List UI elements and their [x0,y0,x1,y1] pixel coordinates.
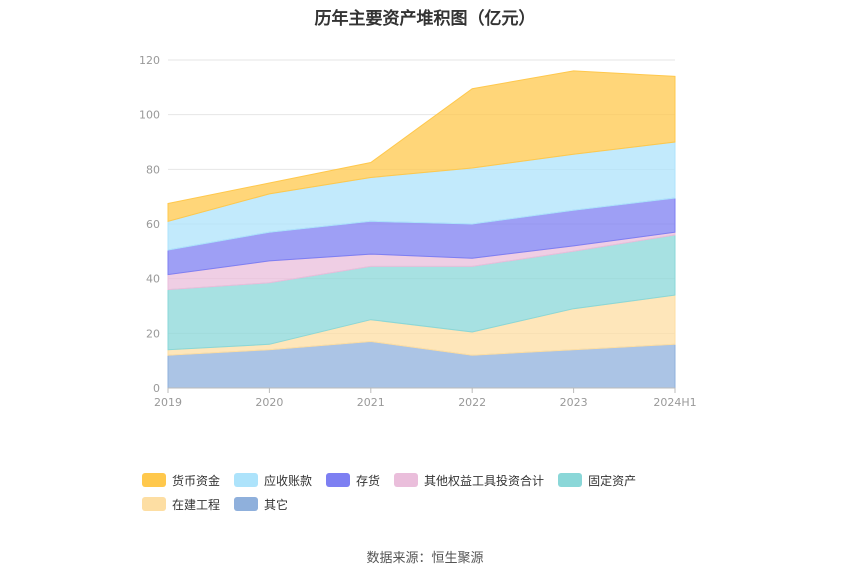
legend-item[interactable]: 其它 [234,496,288,512]
x-tick-label: 2021 [357,396,385,409]
legend-swatch [234,497,259,511]
stacked-area-chart: 0 20 40 60 80 100 120 2019 2020 2021 2022 2023 2024H… [139,54,697,409]
y-tick-label: 80 [146,163,160,176]
legend-swatch [142,473,166,487]
y-tick-label: 60 [146,218,160,231]
legend-swatch [394,473,419,487]
area-series-layer [167,70,676,389]
legend-swatch [234,473,259,487]
legend-item[interactable]: 其他权益工具投资合计 [394,472,544,488]
legend-label: 其他权益工具投资合计 [424,473,545,488]
legend-label: 固定资产 [588,473,637,488]
legend-label: 在建工程 [172,497,221,512]
chart-title: 历年主要资产堆积图（亿元） [314,9,536,29]
x-tick-label: 2024H1 [653,396,696,409]
axes: 0 20 40 60 80 100 120 2019 2020 2021 2022 2023 2024H… [139,54,697,409]
legend-item[interactable]: 固定资产 [558,472,636,488]
y-tick-label: 0 [153,382,160,395]
legend-swatch [558,473,583,487]
x-tick-label: 2023 [560,396,588,409]
legend-item[interactable]: 存货 [326,472,380,488]
legend-item[interactable]: 货币资金 [142,472,220,488]
legend-item[interactable]: 在建工程 [142,496,220,512]
x-tick-label: 2022 [458,396,486,409]
legend-item[interactable]: 应收账款 [234,472,312,488]
legend-label: 货币资金 [172,473,221,488]
source-note: 数据来源：恒生聚源 [366,551,484,566]
legend-label: 应收账款 [264,473,313,488]
legend-swatch [142,497,166,511]
legend-label: 其它 [264,497,289,512]
y-tick-label: 40 [146,273,160,286]
legend: 货币资金 应收账款 存货 其他权益工具投资合计 固定资产在建工程 其它 [142,472,742,512]
x-tick-label: 2020 [255,396,283,409]
area-货币资金 [167,70,676,222]
y-tick-label: 120 [139,54,160,67]
y-tick-label: 20 [146,327,160,340]
legend-swatch [326,473,351,487]
y-tick-label: 100 [139,109,160,122]
x-tick-label: 2019 [154,396,182,409]
legend-label: 存货 [356,473,381,488]
